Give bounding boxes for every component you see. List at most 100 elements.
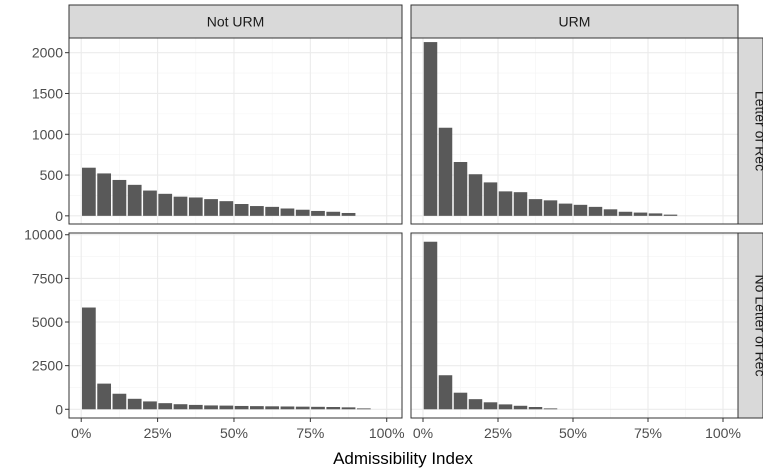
histogram-bar	[543, 200, 558, 216]
histogram-bar	[513, 192, 528, 216]
histogram-bar	[648, 213, 663, 216]
histogram-bar	[143, 190, 157, 216]
histogram-bar	[326, 211, 341, 216]
histogram-bar	[280, 208, 295, 216]
y-tick-label: 1500	[32, 85, 63, 101]
strip-urm	[410, 4, 739, 39]
histogram-bar	[173, 196, 188, 216]
panel-not-urm-no-letter-of-rec-background	[69, 233, 402, 418]
histogram-bar	[250, 406, 264, 410]
histogram-bar	[528, 407, 543, 410]
histogram-bar	[453, 392, 468, 410]
histogram-bar	[280, 406, 295, 410]
y-axes: 0 500 1000 1500 2000 0 2500 5000 7500 10000	[24, 45, 69, 417]
histogram-bar	[356, 408, 371, 410]
panel-urm-no-letter-of-rec-background	[411, 233, 738, 418]
strip-label-letter-of-rec: Letter of Rec	[753, 91, 763, 171]
histogram-bar	[127, 398, 142, 410]
x-tick-label: 100%	[705, 425, 741, 441]
histogram-bar	[265, 406, 280, 410]
panel-not-urm-letter-of-rec-border	[68, 37, 403, 225]
histogram-bar	[234, 405, 249, 410]
chart-panels	[68, 37, 739, 419]
histogram-bar	[603, 209, 618, 216]
y-tick-label: 2500	[32, 358, 63, 374]
histogram-bar	[483, 182, 498, 216]
histogram-bar	[543, 408, 558, 410]
histogram-bar	[204, 405, 218, 410]
histogram-bar	[143, 401, 157, 410]
histogram-bar	[188, 197, 203, 216]
histogram-bar	[483, 402, 498, 410]
row-strips: Letter of Rec No Letter of Rec	[737, 37, 763, 419]
histogram-bar	[265, 206, 280, 216]
x-tick-label: 0%	[71, 425, 91, 441]
strip-no-letter-of-rec	[737, 232, 763, 419]
histogram-bar	[453, 162, 468, 216]
x-tick-label: 50%	[559, 425, 587, 441]
x-tick-label: 75%	[296, 425, 324, 441]
histogram-bar	[219, 405, 234, 410]
histogram-bar	[558, 203, 573, 216]
histogram-bar	[573, 204, 588, 216]
strip-letter-of-rec	[737, 37, 763, 225]
histogram-bar	[468, 399, 483, 410]
histogram-bar	[438, 375, 453, 410]
histogram-bar	[204, 199, 218, 216]
y-tick-label: 10000	[24, 227, 63, 243]
histogram-bar	[250, 206, 264, 216]
panel-urm-no-letter-of-rec-border	[410, 232, 739, 419]
histogram-bar	[81, 167, 96, 216]
strip-label-urm: URM	[559, 14, 591, 30]
y-tick-label: 500	[40, 167, 64, 183]
histogram-bar	[588, 206, 603, 216]
panel-not-urm-letter-of-rec	[68, 37, 403, 225]
histogram-bar	[423, 42, 438, 216]
histogram-bar	[158, 193, 173, 216]
x-tick-label: 100%	[369, 425, 405, 441]
strip-label-no-letter-of-rec: No Letter of Rec	[753, 275, 763, 377]
panel-not-urm-no-letter-of-rec	[68, 232, 403, 419]
x-tick-label: 25%	[484, 425, 512, 441]
histogram-bar	[618, 211, 633, 216]
column-strips: Not URM URM	[68, 4, 739, 39]
histogram-bar	[438, 127, 453, 216]
y-tick-label: 2000	[32, 45, 63, 61]
histogram-bar	[423, 241, 438, 410]
y-tick-label: 0	[55, 401, 63, 417]
strip-label-not-urm: Not URM	[207, 14, 265, 30]
panel-urm-letter-of-rec-border	[410, 37, 739, 225]
strip-not-urm	[68, 4, 403, 39]
histogram-bar	[97, 173, 112, 216]
histogram-bar	[633, 212, 648, 216]
panel-urm-letter-of-rec	[410, 37, 739, 225]
x-tick-label: 75%	[634, 425, 662, 441]
histogram-bar	[127, 184, 142, 216]
panel-urm-no-letter-of-rec	[410, 232, 739, 419]
histogram-bar	[341, 212, 356, 216]
histogram-bar	[97, 383, 112, 410]
histogram-bar	[663, 214, 678, 216]
histogram-bar	[81, 307, 96, 410]
histogram-bar	[498, 404, 513, 410]
x-axes: 0% 25% 50% 75% 100% 0% 25% 50% 75% 100%	[71, 418, 741, 441]
histogram-bar	[295, 209, 310, 216]
histogram-bar	[112, 179, 127, 216]
x-tick-label: 25%	[144, 425, 172, 441]
histogram-bar	[173, 404, 188, 410]
histogram-bar	[326, 407, 341, 410]
histogram-bar	[188, 404, 203, 410]
histogram-bar	[468, 174, 483, 216]
histogram-bar	[158, 403, 173, 410]
y-tick-label: 0	[55, 208, 63, 224]
histogram-bar	[311, 406, 325, 410]
y-tick-label: 1000	[32, 126, 63, 142]
histogram-bar	[341, 407, 356, 410]
histogram-bar	[234, 204, 249, 216]
histogram-bar	[498, 191, 513, 216]
histogram-bar	[295, 406, 310, 410]
x-axis-title: Admissibility Index	[333, 449, 473, 468]
histogram-bar	[112, 393, 127, 410]
histogram-bar	[219, 201, 234, 216]
